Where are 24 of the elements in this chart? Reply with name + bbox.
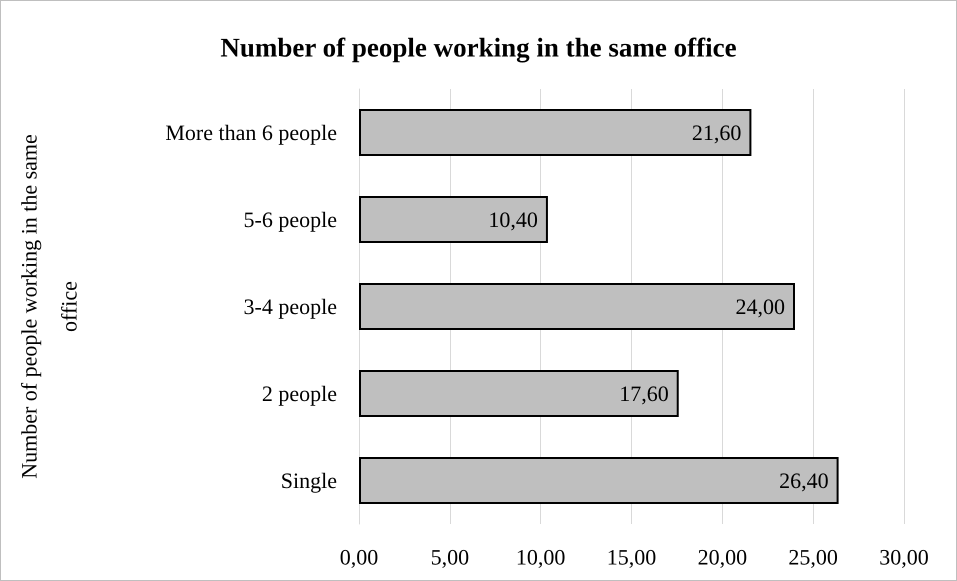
y-tick-label: 5-6 people xyxy=(244,207,337,232)
bar xyxy=(359,457,839,504)
data-label: 26,40 xyxy=(779,468,829,493)
x-tick-label: 5,00 xyxy=(430,544,470,570)
y-tick-label: 3-4 people xyxy=(244,294,337,319)
y-tick-label: 2 people xyxy=(262,381,337,406)
x-tick-label: 0,00 xyxy=(340,544,378,570)
x-tick-label: 15,00 xyxy=(606,544,656,570)
y-tick-label: Single xyxy=(280,468,337,493)
y-tick-label: More than 6 people xyxy=(165,120,337,145)
bar xyxy=(359,370,679,417)
x-tick-label: 30,00 xyxy=(879,544,929,570)
data-label: 24,00 xyxy=(736,294,785,319)
data-label: 10,40 xyxy=(488,207,538,232)
chart-title: Number of people working in the same office xyxy=(220,32,737,62)
data-label: 17,60 xyxy=(619,381,669,406)
x-tick-label: 25,00 xyxy=(788,544,838,570)
x-tick-label: 10,00 xyxy=(516,544,566,570)
bar xyxy=(359,283,795,330)
bar xyxy=(359,109,752,156)
bar xyxy=(359,196,548,243)
y-axis-title: Number of people working in the same office xyxy=(16,134,82,479)
data-label: 21,60 xyxy=(692,120,742,145)
x-tick-label: 20,00 xyxy=(698,544,748,570)
